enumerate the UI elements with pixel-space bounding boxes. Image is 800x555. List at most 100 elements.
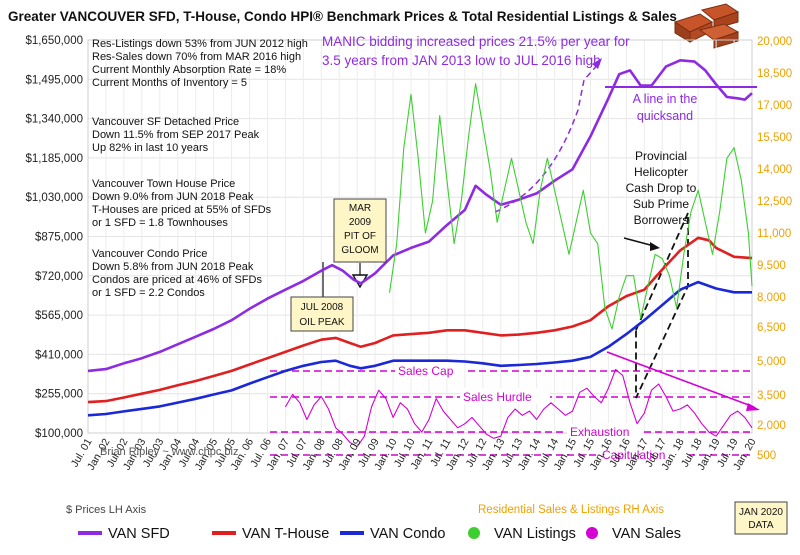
manic-arrowhead xyxy=(592,58,602,69)
stats-note-line: Current Monthly Absorption Rate = 18% xyxy=(92,64,286,76)
left-tick-label: $720,000 xyxy=(35,271,83,283)
credit-text: Brian Ripley ~ www.chpc.biz xyxy=(100,446,238,458)
reference-lines: Sales Cap Sales Hurdle Exhaustion Capitulat… xyxy=(270,362,752,462)
helicopter-note-line: Borrowers xyxy=(634,213,689,227)
plot-frame xyxy=(87,39,753,434)
series-line-van-listings xyxy=(388,83,753,330)
left-tick-label: $875,000 xyxy=(35,232,83,244)
annotation-shapes xyxy=(322,58,760,411)
townhouse-note-line: Vancouver Town House Price xyxy=(92,178,235,190)
right-axis-label: Residential Sales & Listings RH Axis xyxy=(478,504,664,516)
right-tick-label: 14,000 xyxy=(757,164,792,176)
right-tick-label: 12,500 xyxy=(757,196,792,208)
chart-title: Greater VANCOUVER SFD, T-House, Condo HP… xyxy=(8,9,677,24)
stats-note: Res-Listings down 53% from JUN 2012 high… xyxy=(92,38,308,89)
manic-note-line: MANIC bidding increased prices 21.5% per… xyxy=(322,34,630,49)
right-tick-label: 20,000 xyxy=(757,36,792,48)
left-tick-label: $410,000 xyxy=(35,349,83,361)
series-line-van-sfd xyxy=(87,58,753,373)
legend-label: VAN Listings xyxy=(494,526,576,542)
stats-note-line: Res-Sales down 70% from MAR 2016 high xyxy=(92,51,301,63)
data-note-line: JAN 2020 xyxy=(739,507,783,518)
left-tick-label: $1,030,000 xyxy=(25,192,83,204)
helicopter-pointer-head xyxy=(650,242,660,251)
right-tick-label: 6,500 xyxy=(757,322,786,334)
left-tick-label: $255,000 xyxy=(35,389,83,401)
series-line-van-condo xyxy=(87,280,752,417)
helicopter-note-line: Provincial xyxy=(635,149,687,163)
townhouse-note-line: Down 9.0% from JUN 2018 Peak xyxy=(92,191,254,203)
helicopter-note-line: Cash Drop to xyxy=(626,181,697,195)
sales-trend-arrowhead xyxy=(746,403,760,411)
sfd-note-line: Up 82% in last 10 years xyxy=(92,142,209,154)
left-axis-label: $ Prices LH Axis xyxy=(66,504,147,516)
oil-callout-line: JUL 2008 xyxy=(301,302,344,313)
left-tick-label: $1,495,000 xyxy=(25,74,83,86)
manic-note: MANIC bidding increased prices 21.5% per… xyxy=(322,34,630,68)
gloom-callout-box xyxy=(333,198,387,263)
manic-note-line: 3.5 years from JAN 2013 low to JUL 2016 … xyxy=(322,53,601,68)
right-tick-label: 18,500 xyxy=(757,68,792,80)
data-note-line: DATA xyxy=(748,520,774,531)
oil-callout-line: OIL PEAK xyxy=(299,317,345,328)
left-tick-label: $565,000 xyxy=(35,310,83,322)
gloom-callout-line: PIT OF xyxy=(344,231,376,242)
legend-label: VAN Sales xyxy=(612,526,681,542)
left-tick-label: $1,650,000 xyxy=(25,35,83,47)
gloom-callout: MAR 2009 PIT OF GLOOM xyxy=(341,203,378,256)
condo-note-line: Down 5.8% from JUN 2018 Peak xyxy=(92,261,254,273)
helicopter-note: Provincial Helicopter Cash Drop to Sub Prim… xyxy=(626,149,697,227)
reference-line-label: Capitulation xyxy=(602,448,665,462)
helicopter-pointer xyxy=(623,237,655,247)
reference-line-label: Exhaustion xyxy=(570,425,629,439)
reference-label-bg xyxy=(567,423,643,439)
series-layer xyxy=(87,58,753,448)
sales-trend-arrow xyxy=(606,351,755,408)
right-tick-label: 3,500 xyxy=(757,390,786,402)
legend-label: VAN SFD xyxy=(108,526,170,542)
townhouse-note-line: T-Houses are priced at 55% of SFDs xyxy=(92,204,272,216)
gloom-callout-line: MAR xyxy=(349,203,371,214)
legend-item: VAN Sales xyxy=(586,526,681,542)
reference-line-label: Sales Hurdle xyxy=(463,390,532,404)
condo-note-line: or 1 SFD = 2.2 Condos xyxy=(92,287,205,299)
legend-item: VAN Listings xyxy=(468,526,576,542)
helicopter-note-line: Helicopter xyxy=(634,165,688,179)
legend-marker xyxy=(468,527,480,539)
legend-item: VAN Condo xyxy=(340,526,446,542)
series-line-van-t-house xyxy=(87,236,753,404)
left-tick-label: $1,185,000 xyxy=(25,153,83,165)
legend-marker xyxy=(586,527,598,539)
quicksand-note-line: A line in the xyxy=(633,92,698,106)
right-tick-label: 5,000 xyxy=(757,356,786,368)
grid-layer xyxy=(87,39,753,434)
series-line-van-sales xyxy=(284,368,753,448)
right-tick-label: 8,000 xyxy=(757,292,786,304)
quicksand-note: A line in the quicksand xyxy=(633,92,698,123)
right-tick-label: 2,000 xyxy=(757,420,786,432)
reference-label-bg xyxy=(395,362,464,378)
right-tick-label: 500 xyxy=(757,450,776,462)
legend-label: VAN T-House xyxy=(242,526,329,542)
brick-logo-icon xyxy=(673,3,740,49)
reference-line-label: Sales Cap xyxy=(398,364,454,378)
reference-label-bg xyxy=(599,446,689,462)
right-tick-label: 17,000 xyxy=(757,100,792,112)
gloom-callout-line: GLOOM xyxy=(341,245,378,256)
oil-callout: JUL 2008 OIL PEAK xyxy=(299,302,345,328)
oil-callout-box xyxy=(290,296,354,332)
sfd-note-line: Down 11.5% from SEP 2017 Peak xyxy=(92,129,260,141)
right-tick-label: 11,000 xyxy=(757,228,791,240)
sfd-note-line: Vancouver SF Detached Price xyxy=(92,116,239,128)
data-note-box xyxy=(734,501,788,535)
right-tick-label: 15,500 xyxy=(757,132,792,144)
left-tick-label: $100,000 xyxy=(35,428,83,440)
gloom-callout-line: 2009 xyxy=(349,217,372,228)
quicksand-note-line: quicksand xyxy=(637,109,693,123)
right-tick-label: 9,500 xyxy=(757,260,786,272)
text-layer: Res-Listings down 53% from JUN 2012 high… xyxy=(66,34,788,542)
